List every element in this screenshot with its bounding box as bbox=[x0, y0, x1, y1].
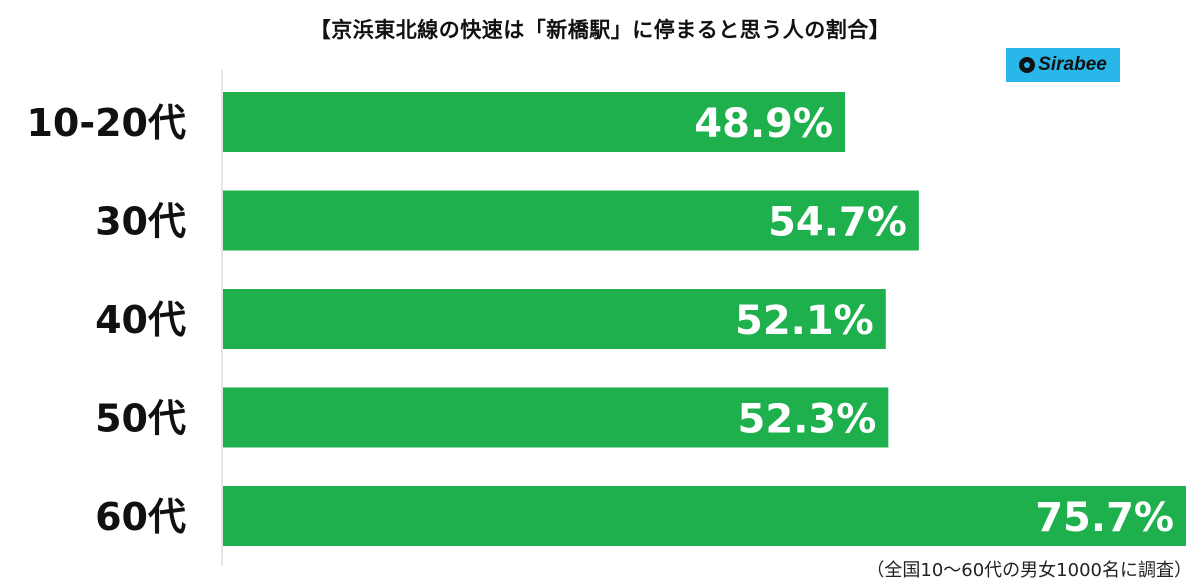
logo-text: Sirabee bbox=[1038, 54, 1107, 75]
bar-0 bbox=[223, 92, 846, 152]
footnote: （全国10～60代の男女1000名に調査） bbox=[866, 560, 1192, 581]
bar-2 bbox=[223, 289, 886, 349]
category-label-2: 40代 bbox=[95, 298, 186, 342]
category-label-0: 10-20代 bbox=[26, 101, 186, 145]
value-label-1: 54.7% bbox=[768, 200, 907, 246]
chart-title: 【京浜東北線の快速は「新橋駅」に停まると思う人の割合】 bbox=[309, 18, 891, 42]
value-label-4: 75.7% bbox=[1035, 495, 1174, 541]
bar-1 bbox=[223, 190, 919, 251]
value-label-0: 48.9% bbox=[694, 101, 833, 147]
sirabee-logo: Sirabee bbox=[1006, 48, 1120, 82]
bar-3 bbox=[223, 387, 889, 448]
sirabee-mark-icon bbox=[1019, 57, 1036, 73]
bars-group: 10-20代 48.9% 30代 54.7% 40代 52.1% 50代 52.3% 60代 75… bbox=[26, 92, 1186, 546]
category-label-1: 30代 bbox=[95, 200, 186, 244]
value-label-2: 52.1% bbox=[735, 298, 874, 344]
value-label-3: 52.3% bbox=[738, 397, 877, 443]
category-label-4: 60代 bbox=[95, 495, 186, 539]
bar-4 bbox=[223, 486, 1186, 546]
category-label-3: 50代 bbox=[95, 397, 186, 441]
